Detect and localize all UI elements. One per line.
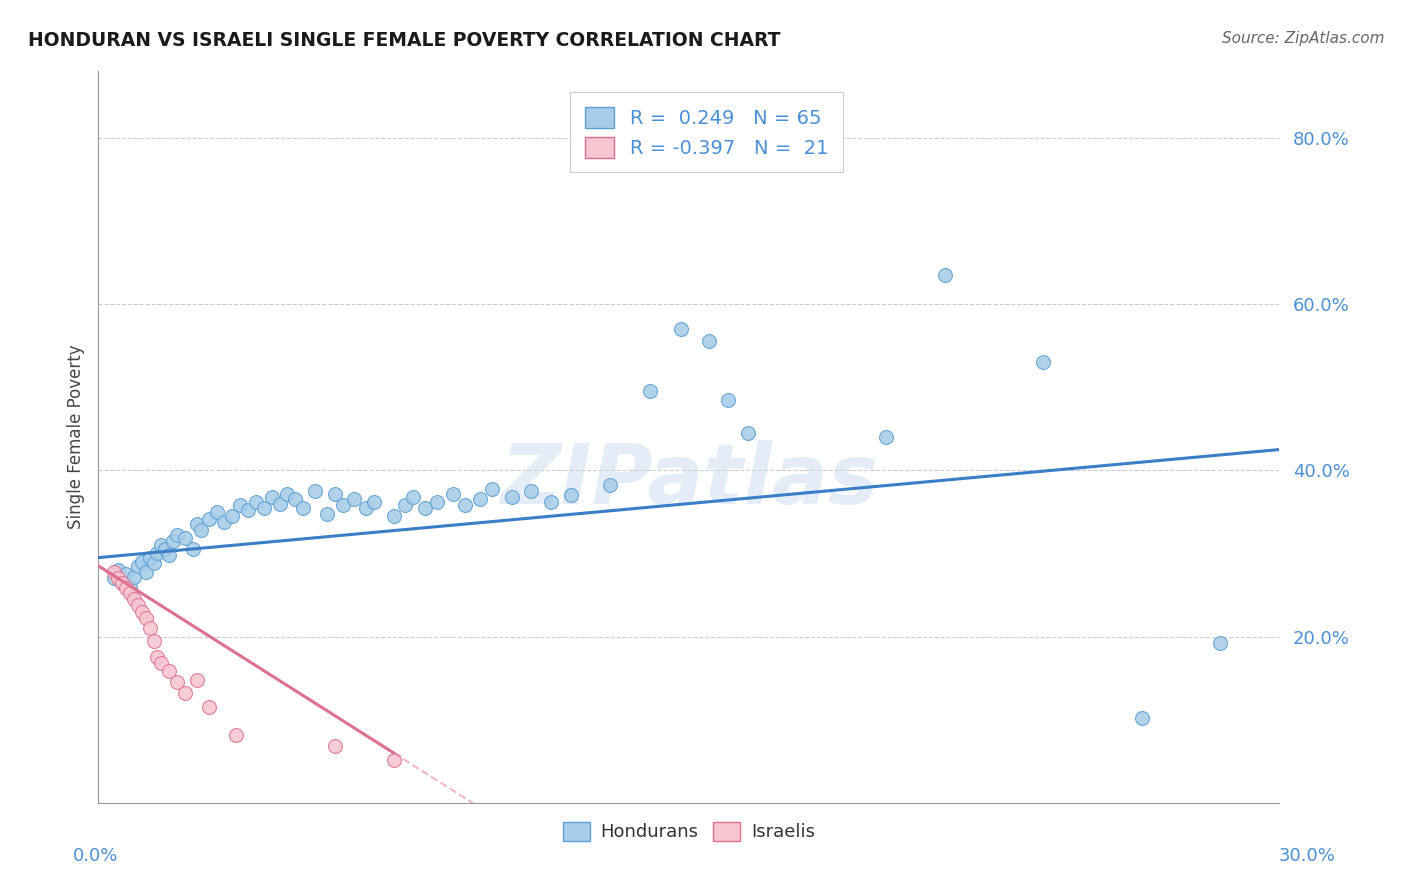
- Point: [343, 492, 366, 507]
- Point: [875, 430, 897, 444]
- Point: [638, 384, 661, 399]
- Point: [669, 322, 692, 336]
- Point: [186, 673, 208, 687]
- Point: [115, 567, 138, 582]
- Point: [382, 509, 405, 524]
- Point: [737, 425, 759, 440]
- Point: [197, 700, 219, 714]
- Point: [304, 484, 326, 499]
- Point: [315, 507, 337, 521]
- Point: [236, 503, 259, 517]
- Point: [284, 492, 307, 507]
- Point: [157, 548, 180, 562]
- Point: [174, 532, 197, 546]
- Point: [155, 542, 177, 557]
- Point: [382, 753, 405, 767]
- Point: [229, 498, 252, 512]
- Point: [363, 495, 385, 509]
- Point: [166, 528, 188, 542]
- Y-axis label: Single Female Poverty: Single Female Poverty: [66, 345, 84, 529]
- Point: [135, 565, 157, 579]
- Point: [260, 490, 283, 504]
- Point: [323, 486, 346, 500]
- Point: [520, 484, 543, 499]
- Point: [1032, 355, 1054, 369]
- Point: [354, 500, 377, 515]
- Point: [225, 728, 247, 742]
- Legend: Hondurans, Israelis: Hondurans, Israelis: [555, 814, 823, 848]
- Point: [127, 598, 149, 612]
- Text: HONDURAN VS ISRAELI SINGLE FEMALE POVERTY CORRELATION CHART: HONDURAN VS ISRAELI SINGLE FEMALE POVERT…: [28, 31, 780, 50]
- Point: [150, 656, 173, 670]
- Point: [717, 392, 740, 407]
- Point: [138, 550, 160, 565]
- Point: [146, 650, 169, 665]
- Point: [122, 592, 145, 607]
- Point: [332, 498, 354, 512]
- Point: [426, 495, 449, 509]
- Point: [560, 488, 582, 502]
- Point: [162, 533, 184, 548]
- Point: [470, 492, 492, 507]
- Point: [245, 495, 267, 509]
- Point: [103, 571, 125, 585]
- Text: 30.0%: 30.0%: [1279, 847, 1336, 865]
- Point: [221, 509, 243, 524]
- Point: [253, 500, 276, 515]
- Point: [599, 478, 621, 492]
- Point: [150, 538, 173, 552]
- Point: [197, 511, 219, 525]
- Point: [118, 580, 141, 594]
- Point: [323, 739, 346, 754]
- Point: [107, 571, 129, 585]
- Point: [111, 575, 134, 590]
- Point: [181, 542, 204, 557]
- Point: [269, 497, 291, 511]
- Point: [138, 621, 160, 635]
- Point: [1130, 711, 1153, 725]
- Point: [441, 486, 464, 500]
- Point: [1209, 636, 1232, 650]
- Point: [934, 268, 956, 282]
- Point: [157, 665, 180, 679]
- Point: [276, 486, 298, 500]
- Point: [402, 490, 425, 504]
- Point: [501, 490, 523, 504]
- Point: [394, 498, 416, 512]
- Point: [481, 482, 503, 496]
- Point: [118, 586, 141, 600]
- Point: [453, 498, 475, 512]
- Point: [122, 570, 145, 584]
- Point: [190, 523, 212, 537]
- Point: [135, 611, 157, 625]
- Point: [697, 334, 720, 349]
- Point: [103, 565, 125, 579]
- Point: [107, 563, 129, 577]
- Point: [146, 546, 169, 560]
- Point: [166, 675, 188, 690]
- Point: [127, 558, 149, 573]
- Point: [174, 686, 197, 700]
- Point: [131, 555, 153, 569]
- Point: [142, 557, 165, 571]
- Point: [292, 500, 315, 515]
- Point: [413, 500, 436, 515]
- Text: 0.0%: 0.0%: [73, 847, 118, 865]
- Point: [214, 515, 236, 529]
- Point: [186, 517, 208, 532]
- Point: [131, 605, 153, 619]
- Point: [540, 495, 562, 509]
- Point: [111, 575, 134, 590]
- Point: [142, 633, 165, 648]
- Text: Source: ZipAtlas.com: Source: ZipAtlas.com: [1222, 31, 1385, 46]
- Point: [205, 505, 228, 519]
- Text: ZIPatlas: ZIPatlas: [501, 441, 877, 522]
- Point: [115, 582, 138, 596]
